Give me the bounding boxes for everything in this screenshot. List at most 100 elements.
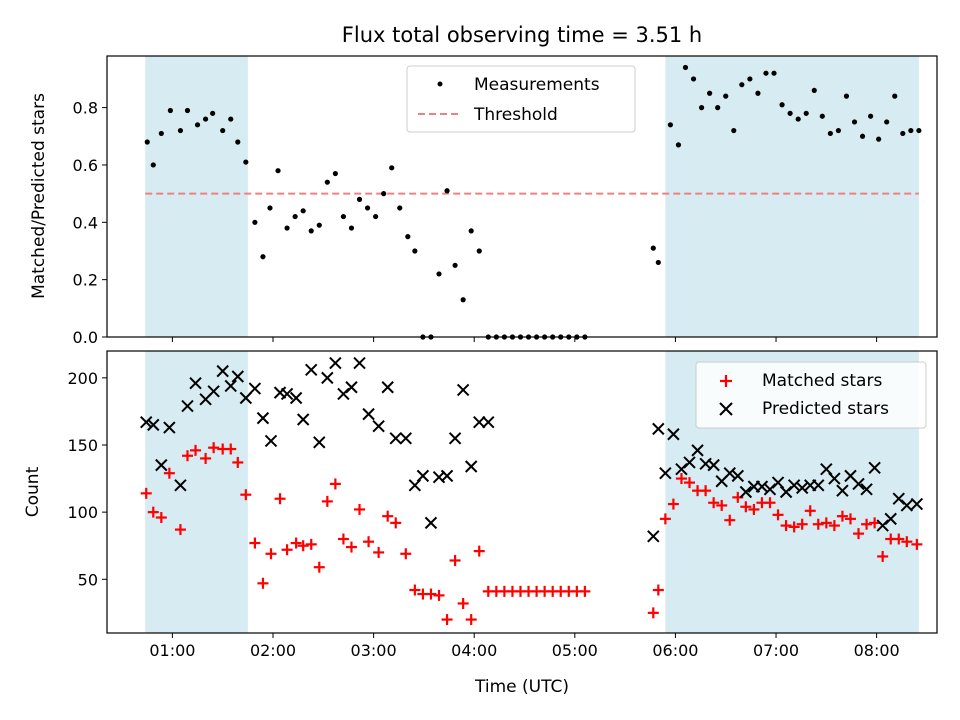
measurement-point (444, 188, 450, 194)
measurement-point (300, 208, 306, 214)
predicted-stars-point (691, 444, 704, 457)
predicted-stars-point (667, 428, 680, 441)
measurement-point (220, 127, 226, 134)
bottom-panel-y-axis-label: Count (23, 466, 43, 517)
measurement-point (731, 127, 737, 134)
measurement-point (460, 297, 466, 303)
matched-stars-point (853, 528, 865, 540)
measurement-point (655, 259, 661, 266)
matched-stars-point (465, 614, 477, 626)
measurement-point (835, 127, 842, 134)
predicted-stars-point (812, 479, 825, 492)
matched-stars-point (473, 545, 485, 557)
predicted-stars-point (362, 407, 375, 421)
measurement-point (707, 90, 713, 96)
measurement-point (723, 93, 729, 99)
bottom-panel-frame (106, 350, 938, 634)
x-tick-label: 03:00 (351, 641, 397, 660)
bottom-panel-x-ticks: 01:00 02:00 03:00 04:00 05:00 06:00 07:00 08:00 (149, 633, 900, 660)
matched-stars-point (796, 518, 808, 530)
predicted-stars-point (372, 419, 385, 433)
measurement-point (715, 105, 721, 111)
bottom-legend-box (695, 361, 927, 429)
matched-stars-point (225, 443, 237, 455)
measurement-point (787, 110, 793, 116)
shaded-region-0 (145, 56, 248, 337)
matched-stars-point (425, 588, 437, 600)
matched-stars-point (274, 493, 286, 505)
measurement-point (682, 64, 689, 71)
matched-stars-point (667, 498, 679, 510)
measurement-point (340, 213, 347, 220)
y-tick-label: 0.8 (73, 99, 98, 118)
matched-stars-legend-marker (720, 375, 732, 387)
measurement-point (397, 205, 403, 211)
predicted-stars-point (207, 385, 220, 398)
measurement-point (210, 110, 216, 116)
matched-stars-point (708, 497, 720, 509)
measurement-point (868, 113, 874, 119)
matched-stars-point (290, 537, 302, 549)
matched-stars-point (684, 477, 696, 489)
measurement-point (316, 222, 322, 228)
predicted-stars-point (731, 469, 745, 483)
measurement-point (144, 139, 150, 145)
matched-stars-point (764, 497, 776, 509)
measurement-point (405, 234, 411, 240)
y-tick-label: 200 (67, 369, 98, 388)
measurement-point (690, 76, 697, 82)
matched-stars-point (659, 513, 671, 525)
measurement-point (779, 102, 785, 108)
predicted-stars-point (147, 418, 160, 432)
measurement-point (476, 248, 482, 254)
top-legend-box (406, 65, 636, 133)
matched-stars-point (297, 540, 309, 552)
measurement-point (747, 76, 753, 82)
shaded-region-1 (665, 56, 919, 337)
matched-stars-point (265, 548, 277, 560)
matched-stars-point (163, 467, 175, 479)
threshold-legend-label: Threshold (473, 105, 558, 125)
matched-stars-point (836, 510, 848, 522)
matched-stars-point (409, 584, 421, 596)
measurement-point (243, 159, 249, 165)
y-tick-label: 50 (78, 570, 98, 589)
predicted-stars-point (248, 382, 262, 395)
measurement-point (763, 70, 769, 76)
measurement-point (158, 130, 164, 137)
measurement-point (284, 225, 290, 231)
matched-stars-point (345, 541, 357, 553)
predicted-stars-point (189, 377, 202, 390)
measurement-point (811, 87, 817, 94)
bottom-panel-legend: Matched stars Predicted stars (695, 361, 927, 429)
measurement-point (184, 107, 191, 114)
predicted-stars-point (305, 363, 318, 377)
matched-stars-point (911, 538, 923, 550)
predicted-stars-point (140, 415, 153, 429)
bottom-panel-marks (140, 356, 924, 626)
matched-stars-point (208, 442, 220, 454)
predicted-stars-point (381, 381, 394, 394)
matched-stars-point (893, 533, 905, 545)
bottom-panel-y-ticks: 50 100 150 200 (67, 369, 107, 589)
measurement-point (252, 219, 258, 225)
top-panel-y-ticks: 0.0 0.2 0.4 0.6 0.8 (73, 99, 107, 347)
predicted-stars-point (280, 387, 294, 401)
measurement-point (667, 122, 673, 128)
predicted-stars-point (828, 472, 841, 485)
measurement-point (827, 130, 833, 137)
predicted-stars-legend-label: Predicted stars (762, 399, 889, 419)
matched-stars-point (877, 550, 889, 562)
measurement-point (675, 142, 682, 148)
matched-stars-point (249, 537, 261, 549)
predicted-stars-point (652, 422, 665, 436)
measurement-point (851, 119, 858, 125)
predicted-stars-point (884, 512, 897, 526)
predicted-stars-point (174, 479, 187, 492)
matched-stars-point (441, 614, 453, 626)
measurement-point (916, 127, 922, 134)
measurement-point (884, 119, 890, 125)
predicted-stars-point (224, 379, 237, 393)
measurement-point (228, 116, 234, 122)
